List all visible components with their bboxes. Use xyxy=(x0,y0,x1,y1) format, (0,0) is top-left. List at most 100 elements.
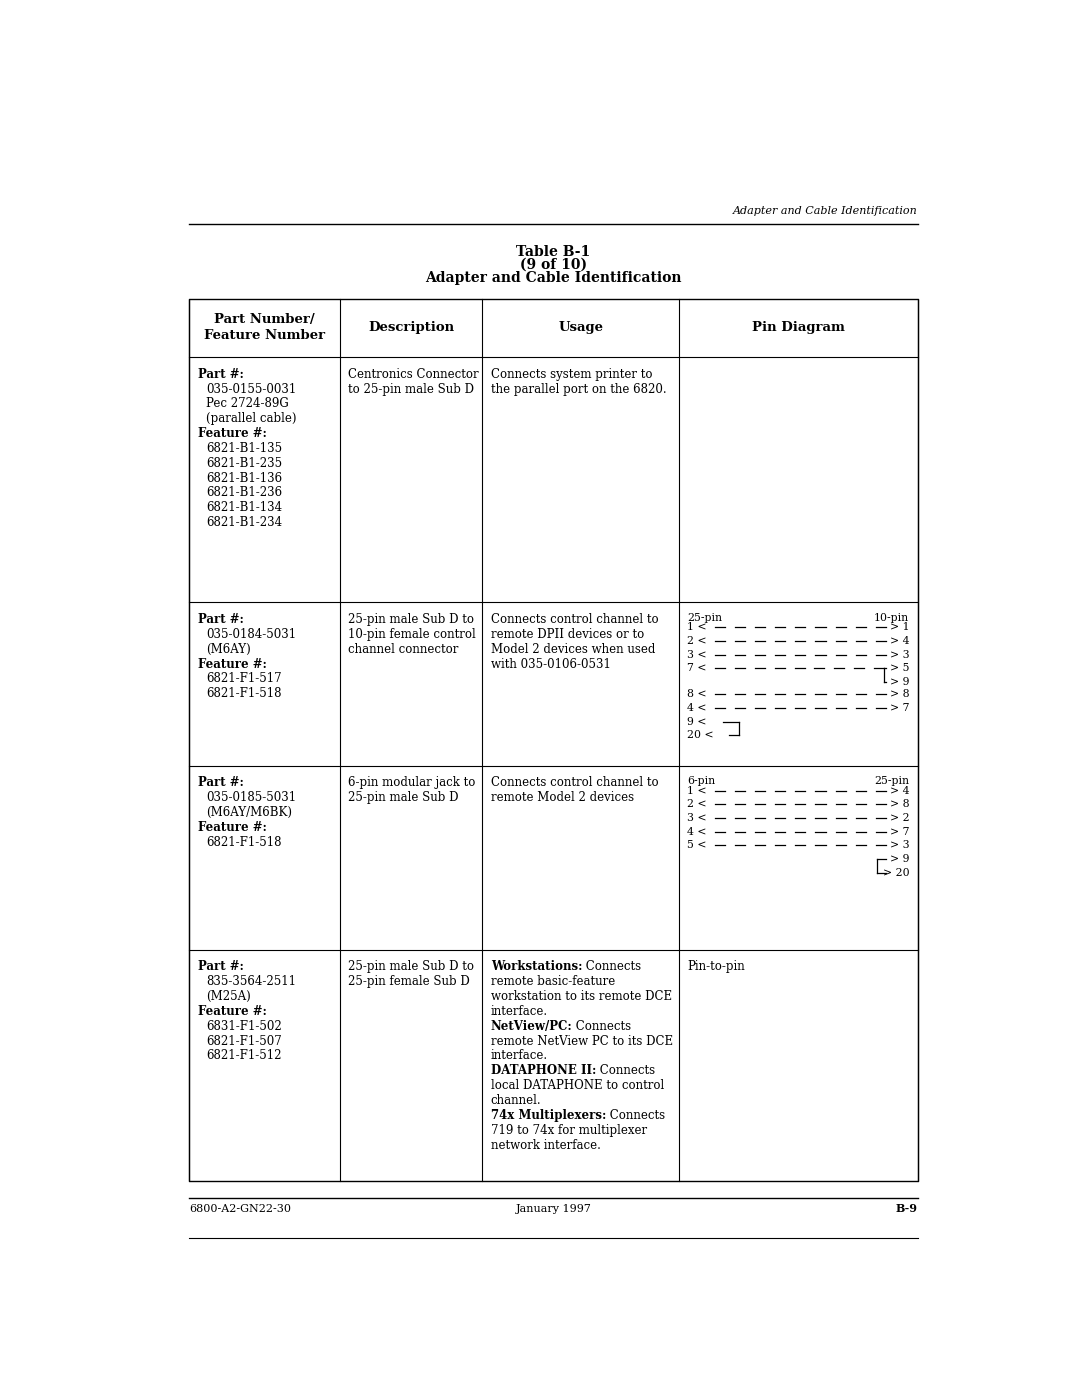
Text: remote NetView PC to its DCE: remote NetView PC to its DCE xyxy=(490,1035,673,1048)
Text: > 4: > 4 xyxy=(890,787,909,796)
Text: (M25A): (M25A) xyxy=(206,990,251,1003)
Text: > 7: > 7 xyxy=(890,703,909,712)
Text: Feature #:: Feature #: xyxy=(198,821,267,834)
Text: Connects control channel to: Connects control channel to xyxy=(490,777,659,789)
Text: > 5: > 5 xyxy=(890,664,909,673)
Text: 6831-F1-502: 6831-F1-502 xyxy=(206,1020,282,1032)
Text: 6821-F1-518: 6821-F1-518 xyxy=(206,835,282,849)
Text: remote Model 2 devices: remote Model 2 devices xyxy=(490,791,634,805)
Text: (9 of 10): (9 of 10) xyxy=(519,257,588,271)
Text: 6821-B1-236: 6821-B1-236 xyxy=(206,486,282,500)
Text: remote DPII devices or to: remote DPII devices or to xyxy=(490,627,644,641)
Text: 74x Multiplexers:: 74x Multiplexers: xyxy=(490,1109,606,1122)
Text: 25-pin male Sub D to: 25-pin male Sub D to xyxy=(349,613,474,626)
Text: Connects: Connects xyxy=(572,1020,632,1032)
Text: 25-pin: 25-pin xyxy=(874,777,909,787)
Text: the parallel port on the 6820.: the parallel port on the 6820. xyxy=(490,383,666,395)
Text: DATAPHONE II:: DATAPHONE II: xyxy=(490,1065,596,1077)
Text: 2 <: 2 < xyxy=(688,799,707,809)
Text: 6821-B1-134: 6821-B1-134 xyxy=(206,502,282,514)
Text: workstation to its remote DCE: workstation to its remote DCE xyxy=(490,990,672,1003)
Text: 835-3564-2511: 835-3564-2511 xyxy=(206,975,296,988)
Text: > 1: > 1 xyxy=(890,622,909,633)
Text: 3 <: 3 < xyxy=(688,813,707,823)
Text: Feature #:: Feature #: xyxy=(198,427,267,440)
Text: 6-pin: 6-pin xyxy=(688,777,716,787)
Text: Model 2 devices when used: Model 2 devices when used xyxy=(490,643,656,655)
Text: channel.: channel. xyxy=(490,1094,541,1106)
Text: 20 <: 20 < xyxy=(688,731,714,740)
Text: > 3: > 3 xyxy=(890,650,909,659)
Text: 1 <: 1 < xyxy=(688,622,707,633)
Text: Connects control channel to: Connects control channel to xyxy=(490,613,659,626)
Text: local DATAPHONE to control: local DATAPHONE to control xyxy=(490,1078,664,1092)
Text: network interface.: network interface. xyxy=(490,1139,600,1151)
Text: Adapter and Cable Identification: Adapter and Cable Identification xyxy=(426,271,681,285)
Text: 1 <: 1 < xyxy=(688,787,707,796)
Text: 6800-A2-GN22-30: 6800-A2-GN22-30 xyxy=(189,1204,292,1214)
Text: Part #:: Part #: xyxy=(198,777,244,789)
Text: 8 <: 8 < xyxy=(688,689,707,700)
Text: remote basic-feature: remote basic-feature xyxy=(490,975,615,988)
Text: > 20: > 20 xyxy=(882,868,909,877)
Text: Adapter and Cable Identification: Adapter and Cable Identification xyxy=(733,205,918,217)
Text: Part #:: Part #: xyxy=(198,613,244,626)
Text: 3 <: 3 < xyxy=(688,650,707,659)
Text: > 4: > 4 xyxy=(890,636,909,645)
Text: 25-pin: 25-pin xyxy=(688,613,723,623)
Text: Centronics Connector: Centronics Connector xyxy=(349,367,480,381)
Text: Connects: Connects xyxy=(596,1065,656,1077)
Text: Connects system printer to: Connects system printer to xyxy=(490,367,652,381)
Text: channel connector: channel connector xyxy=(349,643,459,655)
Text: 035-0155-0031: 035-0155-0031 xyxy=(206,383,296,395)
Text: 6821-F1-512: 6821-F1-512 xyxy=(206,1049,282,1063)
Text: 6821-F1-507: 6821-F1-507 xyxy=(206,1035,282,1048)
Text: 9 <: 9 < xyxy=(688,717,707,726)
Text: 4 <: 4 < xyxy=(688,703,707,712)
Text: Workstations:: Workstations: xyxy=(490,960,582,974)
Text: 719 to 74x for multiplexer: 719 to 74x for multiplexer xyxy=(490,1123,647,1137)
Text: (M6AY): (M6AY) xyxy=(206,643,251,655)
Bar xyxy=(189,299,918,1180)
Text: 6821-B1-234: 6821-B1-234 xyxy=(206,515,282,529)
Text: > 8: > 8 xyxy=(890,689,909,700)
Text: 5 <: 5 < xyxy=(688,841,707,851)
Text: 25-pin male Sub D to: 25-pin male Sub D to xyxy=(349,960,474,974)
Text: Connects: Connects xyxy=(582,960,642,974)
Text: > 3: > 3 xyxy=(890,841,909,851)
Text: January 1997: January 1997 xyxy=(515,1204,592,1214)
Text: 035-0185-5031: 035-0185-5031 xyxy=(206,791,296,805)
Text: 10-pin: 10-pin xyxy=(874,613,909,623)
Text: Part #:: Part #: xyxy=(198,367,244,381)
Text: with 035-0106-0531: with 035-0106-0531 xyxy=(490,658,610,671)
Text: Pin Diagram: Pin Diagram xyxy=(752,321,845,334)
Text: Feature #:: Feature #: xyxy=(198,1004,267,1018)
Text: (M6AY/M6BK): (M6AY/M6BK) xyxy=(206,806,293,819)
Text: NetView/PC:: NetView/PC: xyxy=(490,1020,572,1032)
Text: Feature #:: Feature #: xyxy=(198,658,267,671)
Text: (parallel cable): (parallel cable) xyxy=(206,412,297,425)
Text: 6821-F1-518: 6821-F1-518 xyxy=(206,687,282,700)
Text: 4 <: 4 < xyxy=(688,827,707,837)
Text: 10-pin female control: 10-pin female control xyxy=(349,627,476,641)
Text: 6821-F1-517: 6821-F1-517 xyxy=(206,672,282,686)
Text: > 7: > 7 xyxy=(890,827,909,837)
Text: 035-0184-5031: 035-0184-5031 xyxy=(206,627,296,641)
Text: > 2: > 2 xyxy=(890,813,909,823)
Text: Part #:: Part #: xyxy=(198,960,244,974)
Text: > 9: > 9 xyxy=(890,854,909,865)
Text: 2 <: 2 < xyxy=(688,636,707,645)
Text: to 25-pin male Sub D: to 25-pin male Sub D xyxy=(349,383,474,395)
Text: Description: Description xyxy=(368,321,455,334)
Text: Pin-to-pin: Pin-to-pin xyxy=(688,960,745,974)
Text: B-9: B-9 xyxy=(895,1203,918,1214)
Text: 6821-B1-135: 6821-B1-135 xyxy=(206,441,282,455)
Text: 6-pin modular jack to: 6-pin modular jack to xyxy=(349,777,476,789)
Text: Usage: Usage xyxy=(558,321,604,334)
Text: Part Number/
Feature Number: Part Number/ Feature Number xyxy=(204,313,325,342)
Text: 6821-B1-235: 6821-B1-235 xyxy=(206,457,282,469)
Text: Table B-1: Table B-1 xyxy=(516,244,591,258)
Text: > 9: > 9 xyxy=(890,678,909,687)
Text: 7 <: 7 < xyxy=(688,664,707,673)
Text: interface.: interface. xyxy=(490,1049,548,1063)
